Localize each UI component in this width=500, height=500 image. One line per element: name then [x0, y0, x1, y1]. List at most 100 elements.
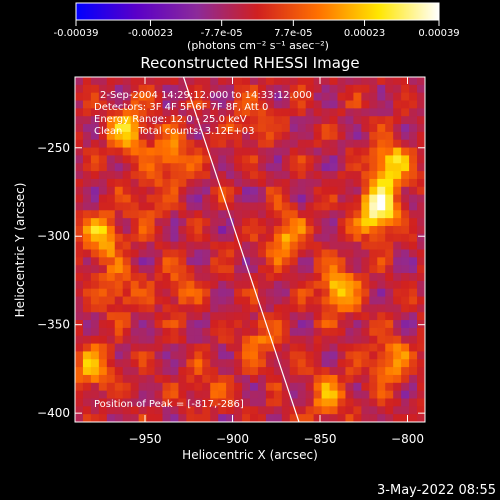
- x-tick-label: −900: [216, 432, 249, 446]
- heatmap-cell: [146, 343, 156, 353]
- heatmap-cell: [353, 257, 362, 266]
- heatmap-cell: [210, 351, 219, 360]
- heatmap-cell: [409, 390, 418, 400]
- heatmap-cell: [369, 382, 378, 392]
- heatmap-cell: [361, 84, 370, 94]
- heatmap-cell: [106, 186, 116, 196]
- heatmap-cell: [202, 210, 211, 219]
- heatmap-cell: [114, 382, 124, 392]
- heatmap-cell: [130, 77, 140, 86]
- heatmap-cell: [194, 304, 203, 313]
- heatmap-cell: [210, 178, 219, 188]
- heatmap-cell: [186, 273, 195, 282]
- heatmap-cell: [281, 225, 291, 235]
- heatmap-cell: [226, 320, 235, 329]
- heatmap-cell: [353, 178, 362, 188]
- heatmap-cell: [218, 178, 227, 188]
- heatmap-cell: [409, 335, 418, 345]
- heatmap-cell: [257, 249, 267, 258]
- heatmap-cell: [122, 414, 132, 422]
- heatmap-cell: [122, 257, 132, 266]
- heatmap-cell: [385, 210, 394, 219]
- heatmap-cell: [273, 218, 283, 227]
- heatmap-cell: [345, 414, 354, 422]
- heatmap-cell: [106, 406, 116, 415]
- heatmap-cell: [114, 84, 124, 94]
- heatmap-cell: [114, 312, 124, 321]
- heatmap-cell: [90, 257, 100, 266]
- heatmap-cell: [122, 100, 132, 109]
- heatmap-cell: [210, 390, 219, 400]
- heatmap-cell: [345, 77, 354, 86]
- heatmap-cell: [114, 218, 124, 227]
- heatmap-cell: [154, 367, 164, 376]
- heatmap-cell: [178, 374, 187, 384]
- heatmap-cell: [337, 77, 347, 86]
- heatmap-cell: [122, 77, 132, 86]
- heatmap-cell: [218, 186, 227, 196]
- heatmap-cell: [106, 202, 116, 211]
- heatmap-cell: [281, 108, 291, 117]
- heatmap-cell: [297, 178, 307, 188]
- heatmap-cell: [194, 108, 203, 117]
- heatmap-cell: [305, 382, 315, 392]
- heatmap-cell: [321, 390, 331, 400]
- heatmap-cell: [289, 374, 299, 384]
- heatmap-cell: [242, 186, 251, 196]
- heatmap-cell: [226, 225, 235, 235]
- heatmap-cell: [226, 414, 235, 422]
- heatmap-cell: [226, 77, 235, 86]
- heatmap-cell: [361, 406, 370, 415]
- heatmap-cell: [226, 186, 235, 196]
- heatmap-cell: [162, 116, 172, 125]
- heatmap-cell: [417, 335, 425, 345]
- heatmap-cell: [329, 233, 339, 243]
- heatmap-cell: [186, 320, 195, 329]
- heatmap-cell: [297, 116, 307, 125]
- heatmap-cell: [321, 327, 331, 337]
- heatmap-cell: [226, 155, 235, 164]
- heatmap-cell: [98, 359, 108, 368]
- heatmap-cell: [82, 398, 92, 407]
- heatmap-cell: [409, 163, 418, 172]
- heatmap-cell: [289, 186, 299, 196]
- heatmap-cell: [90, 147, 100, 157]
- heatmap-cell: [90, 265, 100, 274]
- heatmap-cell: [313, 225, 323, 235]
- heatmap-cell: [377, 335, 386, 345]
- heatmap-cell: [257, 312, 267, 321]
- heatmap-cell: [202, 225, 211, 235]
- heatmap-cell: [122, 374, 132, 384]
- heatmap-cell: [162, 280, 172, 290]
- heatmap-cell: [106, 84, 116, 94]
- heatmap-cell: [337, 155, 347, 164]
- heatmap-cell: [393, 273, 402, 282]
- heatmap-cell: [122, 171, 132, 180]
- heatmap-cell: [281, 382, 291, 392]
- heatmap-cell: [297, 124, 307, 133]
- heatmap-cell: [257, 186, 267, 196]
- heatmap-cell: [186, 241, 195, 251]
- heatmap-cell: [337, 225, 347, 235]
- heatmap-cell: [257, 296, 267, 305]
- heatmap-cell: [82, 374, 92, 384]
- heatmap-cell: [234, 351, 243, 360]
- heatmap-cell: [170, 359, 179, 368]
- heatmap-cell: [321, 163, 331, 172]
- heatmap-cell: [369, 116, 378, 125]
- heatmap-cell: [393, 84, 402, 94]
- heatmap-cell: [377, 304, 386, 313]
- heatmap-cell: [234, 84, 243, 94]
- heatmap-cell: [250, 171, 259, 180]
- heatmap-cell: [265, 108, 275, 117]
- heatmap-cell: [210, 116, 219, 125]
- x-tick-label: −800: [391, 432, 424, 446]
- heatmap-cell: [297, 218, 307, 227]
- heatmap-cell: [154, 390, 164, 400]
- heatmap-cell: [90, 398, 100, 407]
- heatmap-cell: [234, 367, 243, 376]
- heatmap-cell: [289, 304, 299, 313]
- heatmap-cell: [385, 171, 394, 180]
- heatmap-cell: [218, 210, 227, 219]
- heatmap-cell: [353, 280, 362, 290]
